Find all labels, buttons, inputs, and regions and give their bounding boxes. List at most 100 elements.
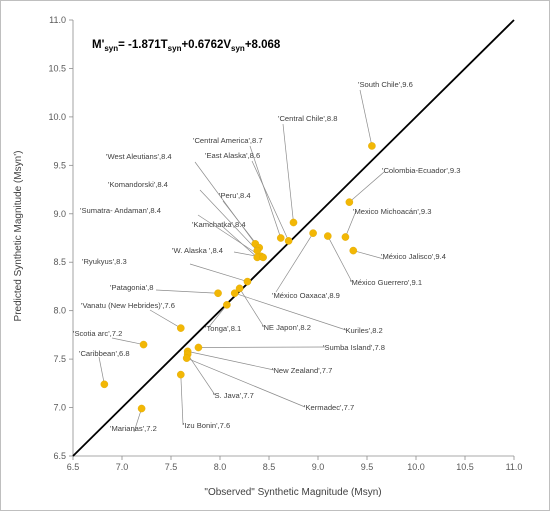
- eq-v-term: +0.6762V: [181, 39, 231, 51]
- point-label: 'Mexico Michoacán',9.3: [353, 207, 431, 216]
- leader-line: [98, 356, 105, 385]
- eq-t-term: = -1.871T: [118, 39, 168, 51]
- x-tick-label: 9.5: [361, 462, 374, 472]
- y-tick-label: 10.0: [48, 112, 66, 122]
- data-point: [235, 284, 244, 293]
- point-label: 'S. Java',7.7: [213, 391, 254, 400]
- point-label: 'Sumatra- Andaman',8.4: [80, 206, 161, 215]
- leader-line: [189, 263, 248, 282]
- point-label: 'W. Alaska ',8.4: [172, 246, 223, 255]
- y-tick-label: 9.0: [53, 209, 66, 219]
- y-tick-label: 7.0: [53, 403, 66, 413]
- data-point: [349, 246, 358, 255]
- data-point: [309, 229, 317, 237]
- leader-line: [239, 288, 265, 328]
- point-label: 'México Jalisco',9.4: [381, 252, 446, 261]
- point-label: 'South Chile',9.6: [358, 80, 413, 89]
- data-point: [194, 343, 203, 352]
- point-label: 'México Oaxaca',8.9: [272, 291, 340, 300]
- leader-line: [197, 214, 262, 257]
- leader-line: [222, 200, 260, 248]
- data-point: [100, 380, 109, 389]
- x-tick-label: 10.0: [407, 462, 425, 472]
- x-tick-label: 9.0: [312, 462, 325, 472]
- point-label: 'Caribbean',6.8: [79, 349, 130, 358]
- point-label: 'México Guerrero',9.1: [350, 278, 422, 287]
- data-point: [341, 233, 350, 241]
- eq-lhs: M': [92, 39, 105, 51]
- data-point: [368, 142, 376, 150]
- point-label: 'Central Chile',8.8: [278, 114, 337, 123]
- eq-constant: +8.068: [245, 39, 281, 51]
- leader-line: [353, 250, 385, 260]
- point-label: 'West Aleutians',8.4: [106, 152, 172, 161]
- label-leader-lines: [98, 89, 385, 433]
- data-points: [100, 142, 376, 413]
- regression-equation: M'syn= -1.871Tsyn+0.6762Vsyn+8.068: [92, 39, 281, 53]
- leader-line: [149, 309, 181, 329]
- y-tick-label: 9.5: [53, 160, 66, 170]
- y-axis-title: Predicted Synthetic Magnitude (Msyn'): [13, 151, 24, 322]
- leader-line: [186, 357, 306, 408]
- point-label: 'Marianas',7.2: [110, 424, 157, 433]
- x-tick-labels: 6.5 7.0 7.5 8.0 8.5 9.0 9.5 10.0 10.5 11.0: [67, 456, 523, 472]
- x-tick-label: 8.5: [263, 462, 276, 472]
- leader-line: [187, 354, 216, 396]
- data-point: [223, 301, 231, 309]
- x-tick-label: 10.5: [456, 462, 474, 472]
- x-tick-label: 6.5: [67, 462, 80, 472]
- data-point: [276, 234, 285, 242]
- leader-line: [275, 232, 314, 293]
- point-label: 'Peru',8.4: [219, 191, 251, 200]
- y-tick-label: 10.5: [48, 63, 66, 73]
- data-point: [176, 324, 185, 332]
- eq-lhs-sub: syn: [104, 44, 118, 53]
- y-tick-labels: 6.5 7.0 7.5 8.0 8.5 9.0 9.5 10.0 10.5 11.0: [48, 15, 73, 461]
- data-point: [243, 277, 252, 286]
- leader-line: [327, 235, 353, 283]
- point-label: 'Izu Bonin',7.6: [183, 421, 230, 430]
- leader-line: [207, 304, 228, 329]
- data-point: [259, 253, 267, 262]
- point-label: 'Kermadec',7.7: [304, 403, 354, 412]
- reference-line: [72, 19, 515, 457]
- leader-line: [251, 160, 289, 242]
- x-tick-label: 11.0: [506, 462, 523, 472]
- y-tick-label: 8.5: [53, 257, 66, 267]
- leader-line: [187, 351, 275, 371]
- leader-line: [349, 171, 385, 203]
- data-point: [137, 404, 146, 413]
- point-label: 'Colombia-Ecuador',9.3: [382, 166, 460, 175]
- leader-line: [359, 89, 373, 147]
- leader-line: [345, 210, 357, 238]
- y-tick-label: 7.5: [53, 354, 66, 364]
- point-label: 'Kuriles',8.2: [344, 326, 383, 335]
- point-label: 'Ryukyus',8.3: [82, 257, 127, 266]
- y-tick-label: 6.5: [53, 451, 66, 461]
- x-tick-label: 8.0: [214, 462, 227, 472]
- data-point: [284, 237, 293, 245]
- data-point: [214, 289, 222, 298]
- point-label: 'Central America',8.7: [193, 136, 263, 145]
- point-label: 'Tonga',8.1: [205, 324, 241, 333]
- leader-line: [180, 374, 184, 426]
- point-label: 'Patagonia',8: [110, 283, 153, 292]
- data-point: [139, 340, 148, 349]
- y-tick-label: 8.0: [53, 306, 66, 316]
- x-axis-title: "Observed" Synthetic Magnitude (Msyn): [204, 487, 381, 498]
- eq-t-sub: syn: [168, 44, 182, 53]
- point-label: 'Vanatu (New Hebrides)',7.6: [81, 301, 175, 310]
- x-tick-label: 7.0: [116, 462, 129, 472]
- point-label: 'New Zealand',7.7: [272, 366, 332, 375]
- axes: [72, 20, 514, 457]
- point-labels: 'South Chile',9.6 'Central Chile',8.8 'Cen…: [73, 80, 460, 433]
- leader-line: [199, 189, 258, 251]
- leader-line: [155, 289, 219, 294]
- point-label: 'NE Japon',8.2: [262, 323, 311, 332]
- point-label: 'Scotia arc',7.2: [73, 329, 122, 338]
- data-point: [345, 198, 354, 206]
- data-point: [176, 370, 185, 379]
- leader-line: [133, 408, 142, 433]
- data-point: [289, 218, 298, 227]
